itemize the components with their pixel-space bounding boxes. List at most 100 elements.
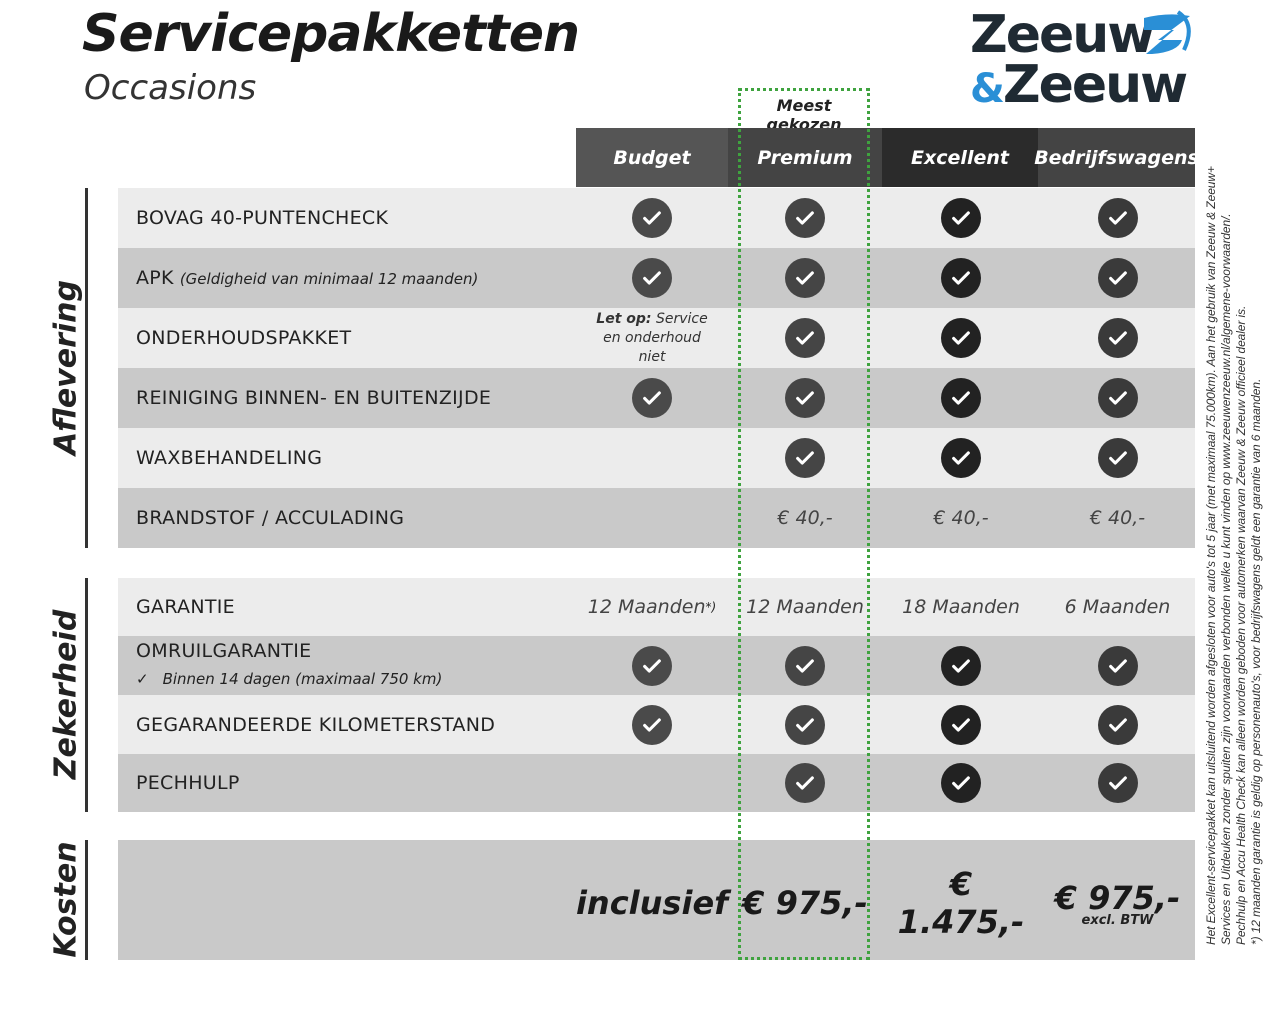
cell-premium [740,428,870,488]
cell-premium [740,308,870,368]
footnote-mark: *) [705,600,717,614]
row-label-text: PECHHULP [136,772,240,794]
row-sublabel: ✓ Binnen 14 dagen (maximaal 750 km) [136,670,442,688]
checkmark-circle-icon [1097,438,1138,478]
cell-note: Let op: Service en onderhoud niet [592,310,712,367]
section-divider [85,578,88,812]
table-row: OMRUILGARANTIE ✓ Binnen 14 dagen (maximaal… [118,636,1195,695]
footnote: Pechhulp en Accu Health Check kan alleen… [1234,305,1248,945]
cell-value: 12 Maanden [746,596,864,618]
checkmark-circle-icon [941,438,981,478]
check-mark-icon: ✓ [136,670,149,688]
row-label: APK (Geldigheid van minimaal 12 maanden) [136,267,478,289]
checkmark-circle-icon [1097,378,1138,418]
column-header-premium: Premium [728,128,882,187]
cell-bedrijfswagens: € 975,- excl. BTW [1040,840,1195,960]
table-row: PECHHULP [118,754,1195,812]
cell-premium [740,368,870,428]
cell-value: € 40,- [933,507,989,529]
checkmark-circle-icon [941,378,981,418]
cell-excellent [882,636,1040,695]
row-label-text: BOVAG 40-PUNTENCHECK [136,207,389,229]
row-label-text: ONDERHOUDSPAKKET [136,327,352,349]
checkmark-circle-icon [941,704,981,745]
column-header-excellent: Excellent [882,128,1038,187]
section-divider [85,188,88,548]
checkmark-circle-icon [941,258,981,298]
footnote: Services en Uitdeuken zonder spuiten zij… [1219,213,1233,945]
cell-bedrijfswagens [1040,636,1195,695]
excl-btw-note: excl. BTW [1081,912,1154,928]
row-label-text: OMRUILGARANTIE [136,640,312,662]
cell-excellent [882,248,1040,308]
row-sublabel: (Geldigheid van minimaal 12 maanden) [179,270,479,288]
column-header-bedrijfswagens: Bedrijfswagens [1034,128,1199,187]
checkmark-circle-icon [785,704,825,745]
checkmark-circle-icon [1097,198,1138,238]
table-row: ONDERHOUDSPAKKET Let op: Service en onder… [118,308,1195,368]
checkmark-circle-icon [632,258,672,298]
checkmark-circle-icon [632,704,672,745]
cell-budget [576,428,728,488]
row-label: GEGARANDEERDE KILOMETERSTAND [136,714,495,736]
row-label-text: APK [136,267,174,289]
row-label-text: WAXBEHANDELING [136,447,323,469]
row-label: WAXBEHANDELING [136,447,322,469]
row-label-text: REINIGING BINNEN- EN BUITENZIJDE [136,387,492,409]
cell-premium: € 40,- [740,488,870,548]
note-bold: Let op: [596,310,652,327]
cell-excellent: € 40,- [882,488,1040,548]
checkmark-circle-icon [785,438,825,478]
checkmark-circle-icon [785,318,825,358]
cell-budget [576,188,728,248]
checkmark-circle-icon [941,198,981,238]
cell-bedrijfswagens [1040,754,1195,812]
cell-excellent: 18 Maanden [882,578,1040,636]
cell-bedrijfswagens [1040,695,1195,754]
row-label: OMRUILGARANTIE ✓ Binnen 14 dagen (maximaal… [136,640,442,688]
cell-bedrijfswagens [1040,188,1195,248]
checkmark-circle-icon [1097,763,1138,803]
cell-premium [740,636,870,695]
cell-excellent [882,188,1040,248]
cell-value: 12 Maanden [587,596,706,618]
cell-value: € 975,- [1054,878,1181,917]
cell-premium: € 975,- [740,840,870,960]
cell-value: 18 Maanden [902,596,1020,618]
checkmark-circle-icon [941,318,981,358]
row-label-text: GEGARANDEERDE KILOMETERSTAND [136,713,496,736]
row-label: GARANTIE [136,596,235,618]
footnotes: Het Excellent-servicepakket kan uitsluit… [1204,45,1264,945]
checkmark-circle-icon [785,763,825,803]
cell-value: € 40,- [1089,507,1146,529]
cell-premium: 12 Maanden [740,578,870,636]
table-row: REINIGING BINNEN- EN BUITENZIJDE [118,368,1195,428]
cell-bedrijfswagens [1040,428,1195,488]
cell-value: € 975,- [742,884,868,922]
checkmark-circle-icon [785,198,825,238]
page-title: Servicepakketten [82,4,580,64]
row-label: BRANDSTOF / ACCULADING [136,507,404,529]
checkmark-circle-icon [1097,704,1138,745]
cell-value: inclusief [575,884,729,922]
row-sublabel-text: Binnen 14 dagen (maximaal 750 km) [162,670,443,688]
row-label: BOVAG 40-PUNTENCHECK [136,207,388,229]
cell-budget [576,248,728,308]
table-row: APK (Geldigheid van minimaal 12 maanden) [118,248,1195,308]
cell-premium [740,695,870,754]
cell-excellent [882,754,1040,812]
cell-budget: 12 Maanden *) [576,578,728,636]
cell-bedrijfswagens [1040,368,1195,428]
section-title: Kosten [48,841,84,958]
checkmark-circle-icon [1097,645,1138,686]
cell-budget [576,488,728,548]
checkmark-circle-icon [785,645,825,686]
cell-budget: inclusief [576,840,728,960]
checkmark-circle-icon [632,378,672,418]
cell-excellent [882,428,1040,488]
table-row: BOVAG 40-PUNTENCHECK [118,188,1195,248]
checkmark-circle-icon [785,378,825,418]
cell-excellent [882,695,1040,754]
cell-budget [576,754,728,812]
checkmark-circle-icon [941,763,981,803]
